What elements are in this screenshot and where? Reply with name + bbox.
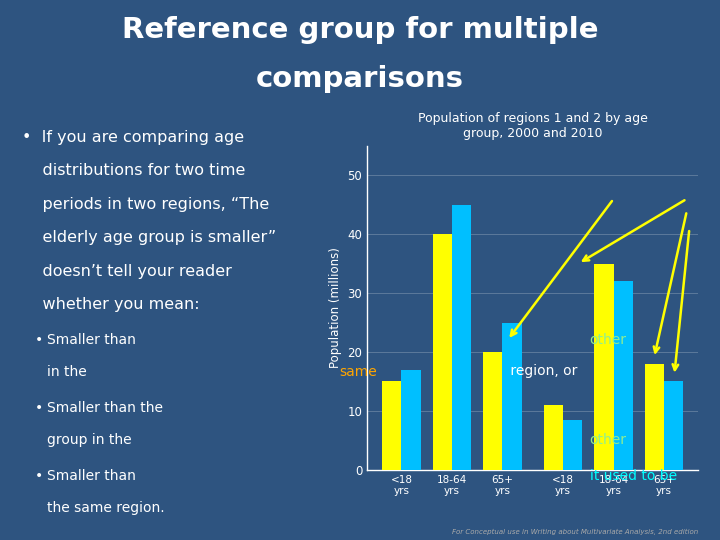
Text: •: •: [35, 333, 42, 347]
Y-axis label: Population (millions): Population (millions): [329, 247, 342, 368]
Text: in the: in the: [47, 364, 91, 379]
Bar: [382, 381, 402, 470]
Text: For Conceptual use in Writing about Multivariate Analysis, 2nd edition: For Conceptual use in Writing about Mult…: [452, 529, 698, 535]
Text: group in the: group in the: [47, 433, 136, 447]
Text: comparisons: comparisons: [256, 65, 464, 93]
Bar: [433, 234, 452, 470]
Text: Smaller than: Smaller than: [47, 333, 140, 347]
Bar: [503, 322, 522, 470]
Text: whether you mean:: whether you mean:: [22, 297, 199, 312]
Bar: [563, 420, 582, 470]
Text: doesn’t tell your reader: doesn’t tell your reader: [22, 264, 231, 279]
Bar: [402, 370, 420, 470]
Bar: [645, 364, 664, 470]
Bar: [664, 381, 683, 470]
Bar: [483, 352, 503, 470]
Text: distributions for two time: distributions for two time: [22, 163, 245, 178]
Text: Smaller than: Smaller than: [47, 469, 140, 483]
Bar: [452, 205, 471, 470]
Text: same: same: [339, 364, 377, 379]
Text: periods in two regions, “The: periods in two regions, “The: [22, 197, 269, 212]
Text: elderly age group is smaller”: elderly age group is smaller”: [22, 230, 276, 245]
Title: Population of regions 1 and 2 by age
group, 2000 and 2010: Population of regions 1 and 2 by age gro…: [418, 112, 648, 140]
Text: •: •: [35, 401, 42, 415]
Bar: [613, 281, 633, 470]
Text: region, or: region, or: [506, 364, 577, 379]
Bar: [595, 264, 613, 470]
Text: •: •: [35, 469, 42, 483]
Text: other: other: [590, 333, 626, 347]
Text: it used to be: it used to be: [590, 469, 677, 483]
Text: Smaller than the: Smaller than the: [47, 401, 167, 415]
Text: Reference group for multiple: Reference group for multiple: [122, 16, 598, 44]
Text: other: other: [590, 433, 626, 447]
Text: •  If you are comparing age: • If you are comparing age: [22, 130, 244, 145]
Text: the same region.: the same region.: [47, 501, 164, 515]
Bar: [544, 405, 563, 470]
